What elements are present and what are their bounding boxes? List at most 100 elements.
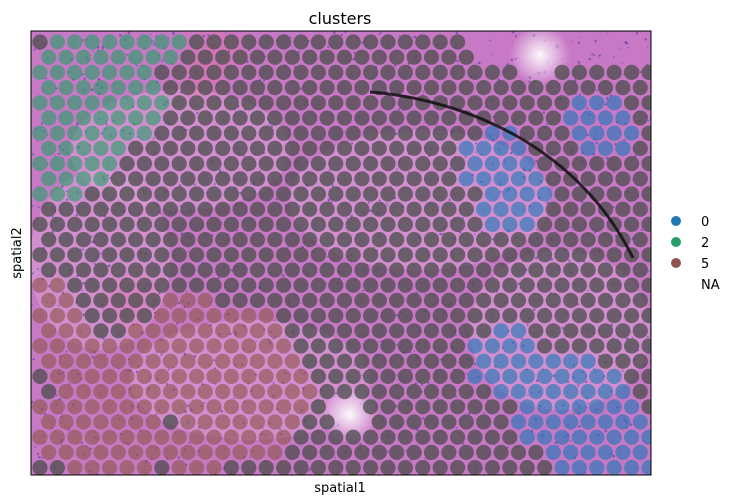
spot: [423, 49, 440, 65]
spot: [67, 247, 83, 263]
spot: [215, 414, 231, 430]
spot: [93, 292, 109, 308]
spot: [580, 232, 596, 248]
spot: [519, 429, 535, 445]
spot: [189, 429, 205, 445]
spot: [380, 186, 396, 202]
spot: [502, 277, 518, 293]
nucleus: [185, 290, 188, 293]
spot: [319, 353, 335, 369]
spot: [380, 64, 396, 80]
spot: [267, 292, 283, 308]
spot: [102, 460, 118, 475]
chart-title: clusters: [309, 9, 372, 28]
spot: [571, 308, 588, 324]
spot: [650, 236, 651, 244]
spot: [206, 216, 222, 232]
spot: [415, 338, 431, 354]
nucleus: [83, 77, 86, 81]
nucleus: [278, 427, 281, 430]
spot: [171, 64, 187, 80]
spot: [67, 399, 83, 415]
spot: [528, 414, 544, 430]
nucleus: [448, 198, 451, 202]
spot: [328, 64, 344, 80]
nucleus: [361, 41, 364, 44]
nucleus: [378, 199, 381, 202]
spot: [302, 414, 318, 430]
spot: [215, 262, 231, 278]
spot: [241, 460, 257, 475]
nucleus: [352, 58, 355, 61]
spot: [41, 353, 57, 369]
spot: [328, 216, 344, 232]
spot: [32, 34, 48, 50]
spot: [441, 323, 457, 339]
spot: [84, 399, 100, 415]
spot: [624, 308, 640, 324]
spot: [302, 110, 318, 126]
spot: [284, 414, 300, 430]
spot: [537, 156, 553, 172]
spot: [615, 475, 630, 490]
spot: [119, 308, 135, 324]
spot: [241, 186, 257, 202]
spot: [180, 140, 196, 156]
spot: [450, 156, 466, 172]
spot: [467, 277, 483, 293]
spot: [110, 384, 126, 400]
spot: [545, 140, 561, 156]
nucleus: [521, 413, 524, 415]
spot: [75, 171, 92, 187]
spot: [484, 277, 500, 293]
spot: [597, 444, 614, 460]
spot: [336, 171, 353, 187]
spot: [67, 460, 83, 475]
spot: [310, 95, 326, 111]
spot: [450, 460, 466, 475]
spot: [380, 95, 396, 111]
spot: [197, 323, 213, 339]
spot: [171, 460, 187, 475]
nucleus: [100, 252, 103, 255]
spot: [162, 232, 179, 248]
spot: [354, 292, 370, 308]
nucleus: [594, 39, 597, 43]
nucleus: [414, 382, 418, 385]
spot: [476, 262, 492, 278]
spot: [215, 201, 231, 217]
legend-item: 0: [671, 215, 709, 230]
nucleus: [329, 168, 332, 172]
spot: [624, 125, 640, 141]
spot: [102, 247, 118, 263]
nucleus: [455, 31, 459, 35]
spot: [537, 368, 553, 384]
spot: [93, 201, 109, 217]
spot: [397, 156, 413, 172]
nucleus: [90, 88, 94, 92]
spot: [310, 216, 326, 232]
nucleus: [203, 402, 206, 404]
legend-marker: [671, 258, 681, 268]
spot: [267, 475, 282, 490]
spot: [510, 414, 527, 430]
nucleus: [298, 50, 301, 54]
spot: [189, 368, 205, 384]
spot: [336, 232, 353, 248]
spot: [450, 368, 466, 384]
spot: [363, 247, 379, 263]
spot: [493, 414, 509, 430]
spot: [484, 216, 500, 232]
spot: [519, 247, 535, 263]
spot: [563, 323, 579, 339]
spot: [345, 156, 361, 172]
spot: [493, 323, 509, 339]
spot: [597, 414, 614, 430]
spot: [58, 444, 74, 460]
spot: [310, 399, 326, 415]
spot: [110, 444, 126, 460]
spot: [310, 156, 326, 172]
spot: [215, 475, 230, 490]
spot: [180, 110, 196, 126]
spot: [328, 368, 344, 384]
